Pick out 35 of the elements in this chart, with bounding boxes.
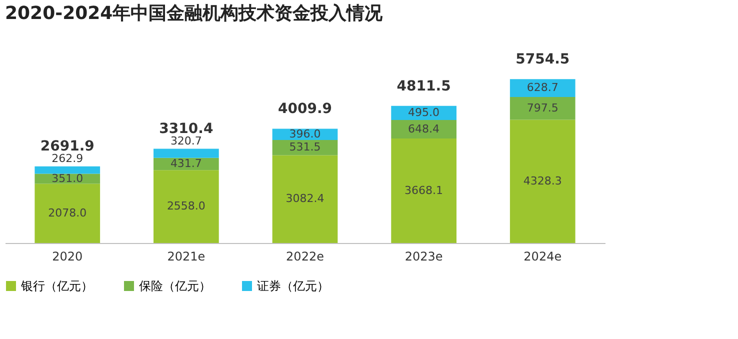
total-label: 5754.5: [516, 51, 570, 68]
x-tick-label: 2022e: [286, 250, 324, 264]
x-tick-label: 2023e: [404, 250, 443, 264]
data-label: 648.4: [408, 122, 440, 136]
bar: [510, 120, 576, 243]
x-tick-label: 2024e: [524, 250, 562, 264]
bar: [391, 138, 456, 243]
total-label: 4811.5: [396, 78, 451, 94]
data-label: 531.5: [289, 140, 321, 154]
legend-label: 证券（亿元）: [257, 279, 329, 293]
bar: [34, 184, 100, 243]
data-label: 495.0: [408, 106, 440, 119]
legend-label: 银行（亿元）: [20, 279, 93, 293]
data-label: 2078.0: [48, 206, 87, 220]
total-label: 4009.9: [278, 101, 332, 118]
bar: [510, 96, 576, 120]
data-label: 4328.3: [523, 174, 562, 188]
bar: [34, 166, 100, 174]
data-label: 797.5: [526, 101, 558, 114]
data-label: 628.7: [526, 81, 558, 94]
legend-label: 保险（亿元）: [139, 279, 211, 293]
bar: [154, 148, 219, 158]
chart-title: 2020-2024年中国金融机构技术资金投入情况: [5, 3, 384, 24]
data-label: 351.0: [52, 172, 84, 185]
data-label: 431.7: [170, 156, 202, 170]
bar: [154, 170, 219, 243]
bar: [272, 155, 338, 243]
x-tick-label: 2020: [52, 250, 83, 264]
bar: [510, 79, 576, 97]
bar: [391, 120, 456, 139]
data-label: 3082.4: [286, 192, 324, 206]
data-label: 2558.0: [166, 200, 206, 213]
x-tick-label: 2021e: [167, 250, 206, 264]
data-label: 396.0: [289, 127, 321, 140]
data-label: 3668.1: [404, 184, 444, 197]
